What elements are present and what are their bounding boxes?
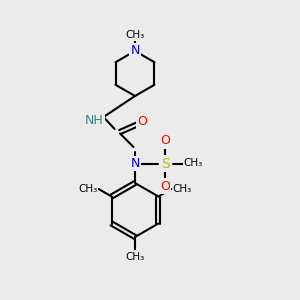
Text: CH₃: CH₃ xyxy=(184,158,203,169)
Text: N: N xyxy=(130,157,140,170)
Text: N: N xyxy=(130,44,140,58)
Text: CH₃: CH₃ xyxy=(173,184,192,194)
Text: O: O xyxy=(160,179,170,193)
Text: NH: NH xyxy=(85,113,104,127)
Text: CH₃: CH₃ xyxy=(125,251,145,262)
Text: O: O xyxy=(160,134,170,148)
Text: CH₃: CH₃ xyxy=(125,30,145,40)
Text: CH₃: CH₃ xyxy=(78,184,97,194)
Text: S: S xyxy=(160,157,169,170)
Text: O: O xyxy=(138,115,147,128)
